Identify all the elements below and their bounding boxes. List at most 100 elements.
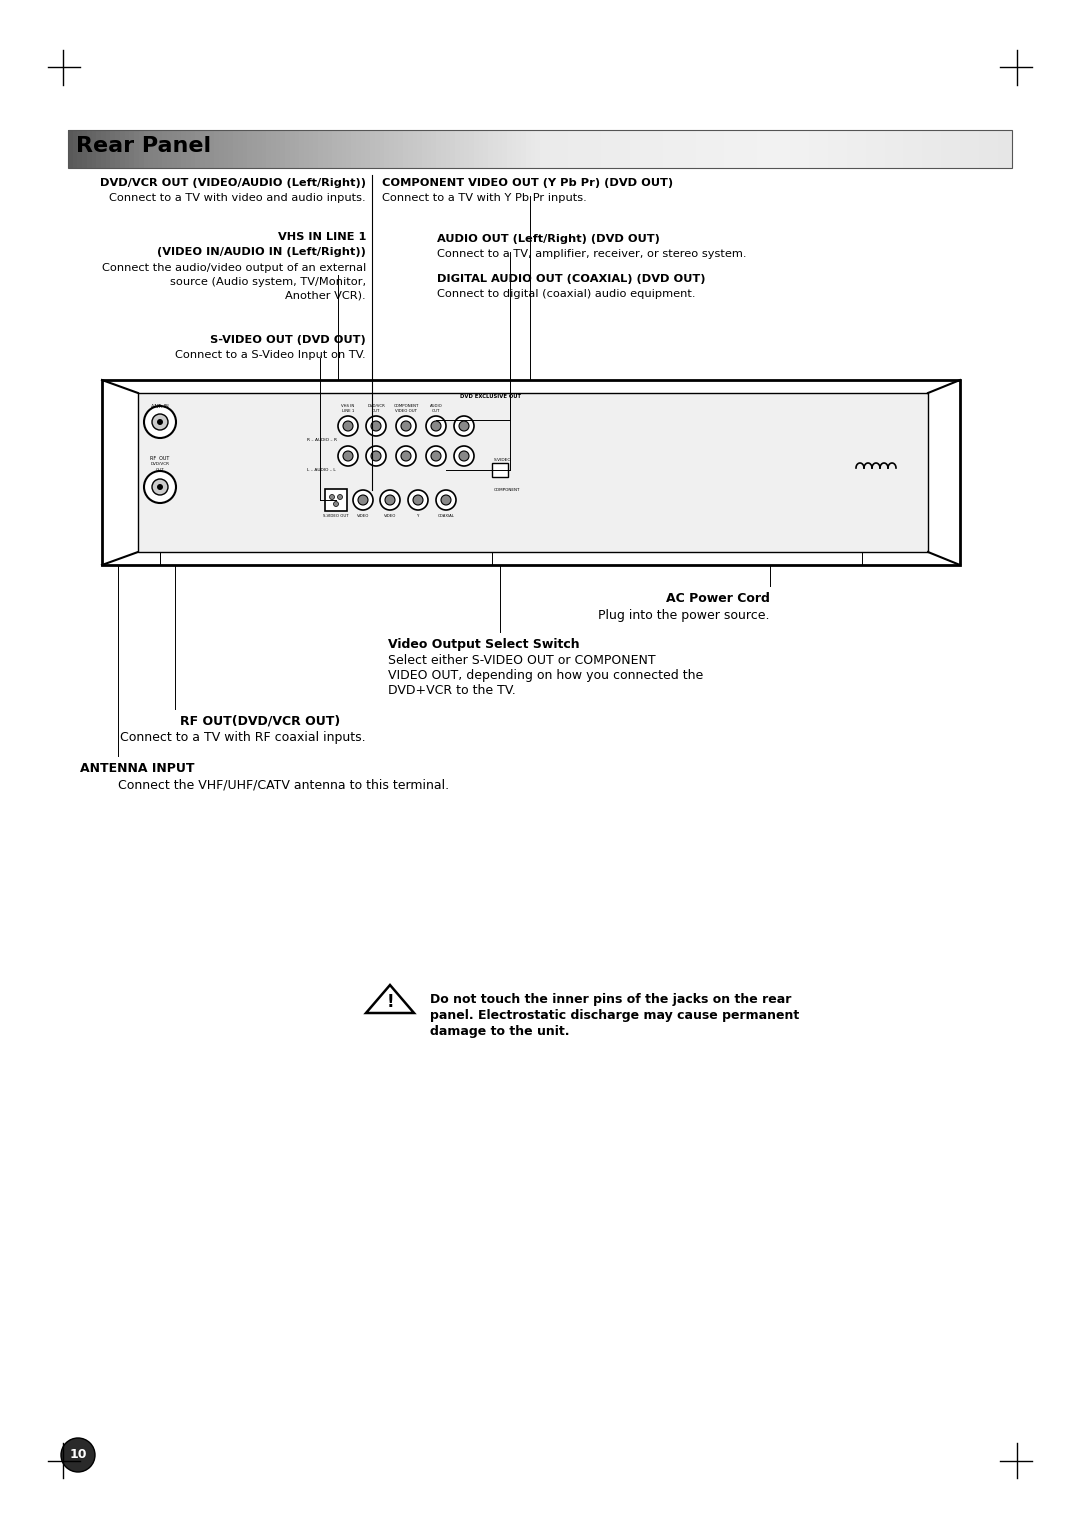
Bar bbox=[229, 130, 233, 168]
Bar bbox=[649, 130, 653, 168]
Bar bbox=[950, 130, 956, 168]
Bar bbox=[639, 130, 645, 168]
Text: damage to the unit.: damage to the unit. bbox=[430, 1025, 569, 1038]
Text: panel. Electrostatic discharge may cause permanent: panel. Electrostatic discharge may cause… bbox=[430, 1008, 799, 1022]
Bar bbox=[781, 130, 786, 168]
Bar bbox=[399, 130, 404, 168]
Bar bbox=[139, 130, 144, 168]
Bar bbox=[899, 130, 904, 168]
Text: Connect to digital (coaxial) audio equipment.: Connect to digital (coaxial) audio equip… bbox=[437, 289, 696, 299]
Bar bbox=[932, 130, 937, 168]
Text: Connect to a TV with video and audio inputs.: Connect to a TV with video and audio inp… bbox=[109, 193, 366, 203]
Bar bbox=[323, 130, 328, 168]
Bar bbox=[880, 130, 886, 168]
Circle shape bbox=[454, 416, 474, 435]
Circle shape bbox=[396, 446, 416, 466]
Circle shape bbox=[372, 451, 381, 461]
Bar bbox=[719, 130, 725, 168]
Bar bbox=[904, 130, 908, 168]
Bar bbox=[379, 130, 384, 168]
Circle shape bbox=[401, 422, 411, 431]
Text: Connect to a TV with RF coaxial inputs.: Connect to a TV with RF coaxial inputs. bbox=[120, 730, 366, 744]
Bar bbox=[842, 130, 848, 168]
Bar bbox=[667, 130, 673, 168]
Circle shape bbox=[152, 478, 168, 495]
Bar bbox=[960, 130, 966, 168]
Text: Connect the VHF/UHF/CATV antenna to this terminal.: Connect the VHF/UHF/CATV antenna to this… bbox=[118, 778, 449, 792]
Circle shape bbox=[338, 416, 357, 435]
Bar bbox=[124, 130, 130, 168]
Bar bbox=[214, 130, 219, 168]
Bar bbox=[205, 130, 211, 168]
Bar bbox=[210, 130, 215, 168]
Bar bbox=[922, 130, 928, 168]
Circle shape bbox=[384, 495, 395, 504]
Bar bbox=[86, 130, 92, 168]
Text: Connect the audio/video output of an external: Connect the audio/video output of an ext… bbox=[102, 263, 366, 274]
Bar bbox=[176, 130, 181, 168]
Text: VIDEO: VIDEO bbox=[356, 513, 369, 518]
Bar bbox=[356, 130, 361, 168]
Bar bbox=[564, 130, 569, 168]
Bar bbox=[606, 130, 611, 168]
Text: AUDIO OUT (Left/Right) (DVD OUT): AUDIO OUT (Left/Right) (DVD OUT) bbox=[437, 234, 660, 244]
Circle shape bbox=[337, 495, 342, 500]
Circle shape bbox=[380, 490, 400, 510]
Bar bbox=[558, 130, 564, 168]
Bar bbox=[791, 130, 795, 168]
Bar bbox=[325, 489, 347, 510]
Bar bbox=[813, 130, 819, 168]
Bar bbox=[498, 130, 503, 168]
Bar bbox=[333, 130, 338, 168]
Bar bbox=[275, 130, 281, 168]
Circle shape bbox=[441, 495, 451, 504]
Text: Another VCR).: Another VCR). bbox=[285, 290, 366, 301]
Bar bbox=[186, 130, 191, 168]
Text: S-VIDEO OUT: S-VIDEO OUT bbox=[323, 513, 349, 518]
Bar bbox=[110, 130, 116, 168]
Bar bbox=[389, 130, 394, 168]
Bar bbox=[672, 130, 677, 168]
Bar bbox=[341, 130, 347, 168]
Bar bbox=[375, 130, 380, 168]
Text: VHS IN LINE 1: VHS IN LINE 1 bbox=[278, 232, 366, 241]
Text: Do not touch the inner pins of the jacks on the rear: Do not touch the inner pins of the jacks… bbox=[430, 993, 792, 1005]
Bar bbox=[530, 130, 536, 168]
Bar bbox=[313, 130, 319, 168]
Bar bbox=[596, 130, 602, 168]
Bar bbox=[856, 130, 862, 168]
Bar bbox=[303, 130, 309, 168]
Bar bbox=[195, 130, 201, 168]
Circle shape bbox=[157, 419, 163, 425]
Bar bbox=[978, 130, 984, 168]
Bar bbox=[309, 130, 314, 168]
Bar bbox=[861, 130, 866, 168]
Bar bbox=[588, 130, 593, 168]
Text: COMPONENT VIDEO OUT (Y Pb Pr) (DVD OUT): COMPONENT VIDEO OUT (Y Pb Pr) (DVD OUT) bbox=[382, 177, 673, 188]
Text: R – AUDIO – R: R – AUDIO – R bbox=[307, 439, 337, 442]
Circle shape bbox=[436, 490, 456, 510]
Circle shape bbox=[366, 446, 386, 466]
Circle shape bbox=[157, 484, 163, 490]
Text: Video Output Select Switch: Video Output Select Switch bbox=[388, 639, 580, 651]
Text: COMPONENT
VIDEO OUT: COMPONENT VIDEO OUT bbox=[393, 403, 419, 413]
Bar bbox=[361, 130, 366, 168]
Text: S-VIDEO: S-VIDEO bbox=[494, 458, 512, 461]
Bar bbox=[408, 130, 413, 168]
Bar bbox=[436, 130, 442, 168]
Bar bbox=[984, 130, 989, 168]
Bar bbox=[422, 130, 428, 168]
Text: AUDIO
OUT: AUDIO OUT bbox=[430, 403, 443, 413]
Text: S-VIDEO OUT (DVD OUT): S-VIDEO OUT (DVD OUT) bbox=[211, 335, 366, 345]
Bar bbox=[677, 130, 683, 168]
Bar bbox=[167, 130, 173, 168]
Bar bbox=[120, 130, 125, 168]
Bar bbox=[384, 130, 390, 168]
Bar bbox=[474, 130, 480, 168]
Bar bbox=[653, 130, 659, 168]
Circle shape bbox=[366, 416, 386, 435]
Circle shape bbox=[459, 451, 469, 461]
Bar bbox=[592, 130, 597, 168]
Bar bbox=[970, 130, 975, 168]
Bar bbox=[394, 130, 399, 168]
